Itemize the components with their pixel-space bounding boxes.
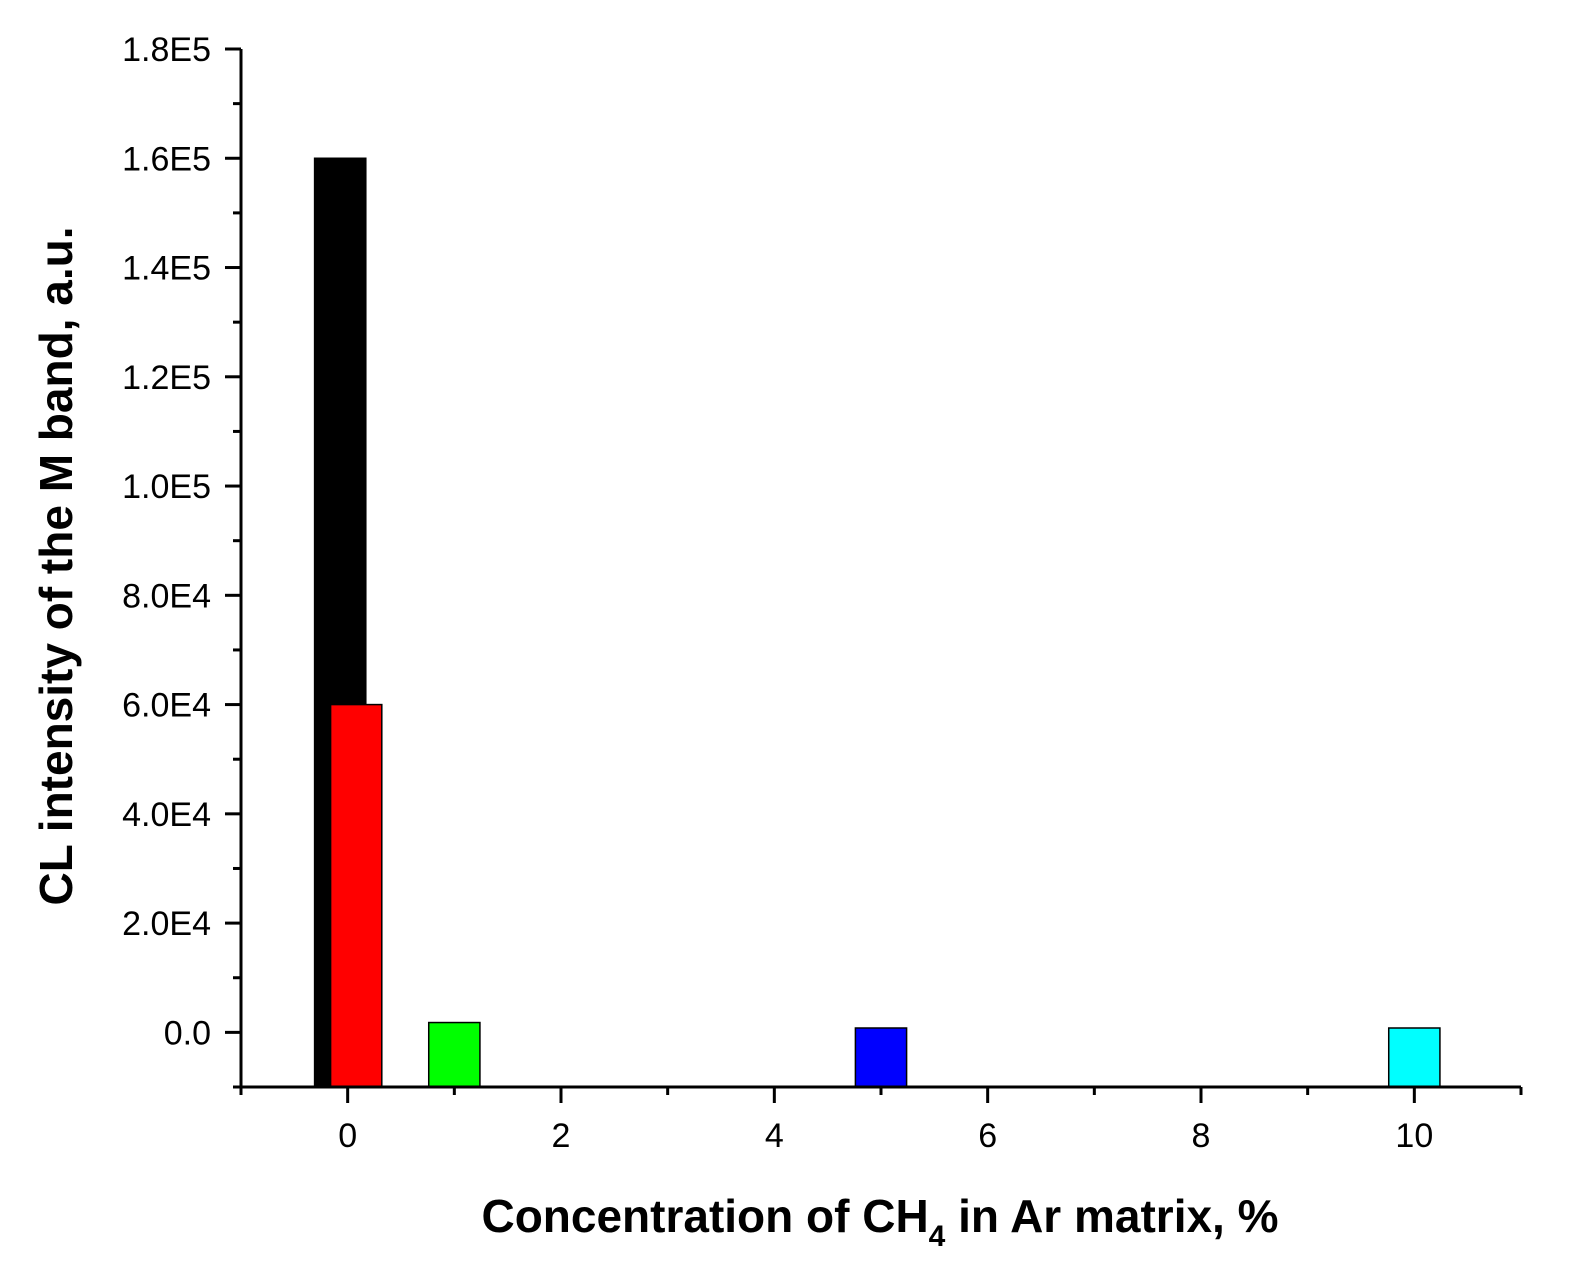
x-tick-label: 4 [765, 1117, 784, 1155]
y-tick-label: 4.0E4 [122, 796, 211, 834]
bar-2 [427, 1021, 481, 1088]
x-tick-label: 8 [1192, 1117, 1211, 1155]
x-axis-title-subscript: 4 [929, 1220, 946, 1253]
axes [239, 49, 1521, 1089]
bars [313, 157, 1441, 1088]
y-tick-label: 1.2E5 [122, 359, 211, 397]
bar-1 [329, 703, 383, 1088]
y-tick-label: 8.0E4 [122, 577, 211, 615]
x-tick-label: 6 [978, 1117, 997, 1155]
x-tick-label: 10 [1395, 1117, 1433, 1155]
x-axis-title-main: Concentration of CH [481, 1190, 928, 1242]
x-axis-ticks: 0 2 4 6 8 10 [239, 1087, 1523, 1155]
x-axis-title: Concentration of CH4 in Ar matrix, % [481, 1190, 1278, 1253]
y-tick-label: 2.0E4 [122, 905, 211, 943]
y-axis-title: CL intensity of the M band, a.u. [30, 227, 82, 906]
y-axis-ticks: 0.0 2.0E4 4.0E4 6.0E4 8.0E4 1.0E5 1.2E5 1.4E5 1.… [122, 31, 241, 1089]
x-tick-label: 2 [552, 1117, 571, 1155]
x-axis-title-rest: in Ar matrix, % [945, 1190, 1278, 1242]
y-tick-label: 0.0 [164, 1014, 211, 1052]
y-tick-label: 1.4E5 [122, 250, 211, 288]
y-tick-label: 6.0E4 [122, 687, 211, 725]
y-tick-label: 1.8E5 [122, 31, 211, 69]
y-tick-label: 1.6E5 [122, 140, 211, 178]
y-tick-label: 1.0E5 [122, 468, 211, 506]
bar-3 [854, 1027, 908, 1088]
x-tick-label: 0 [338, 1117, 357, 1155]
bar-4 [1387, 1027, 1441, 1088]
